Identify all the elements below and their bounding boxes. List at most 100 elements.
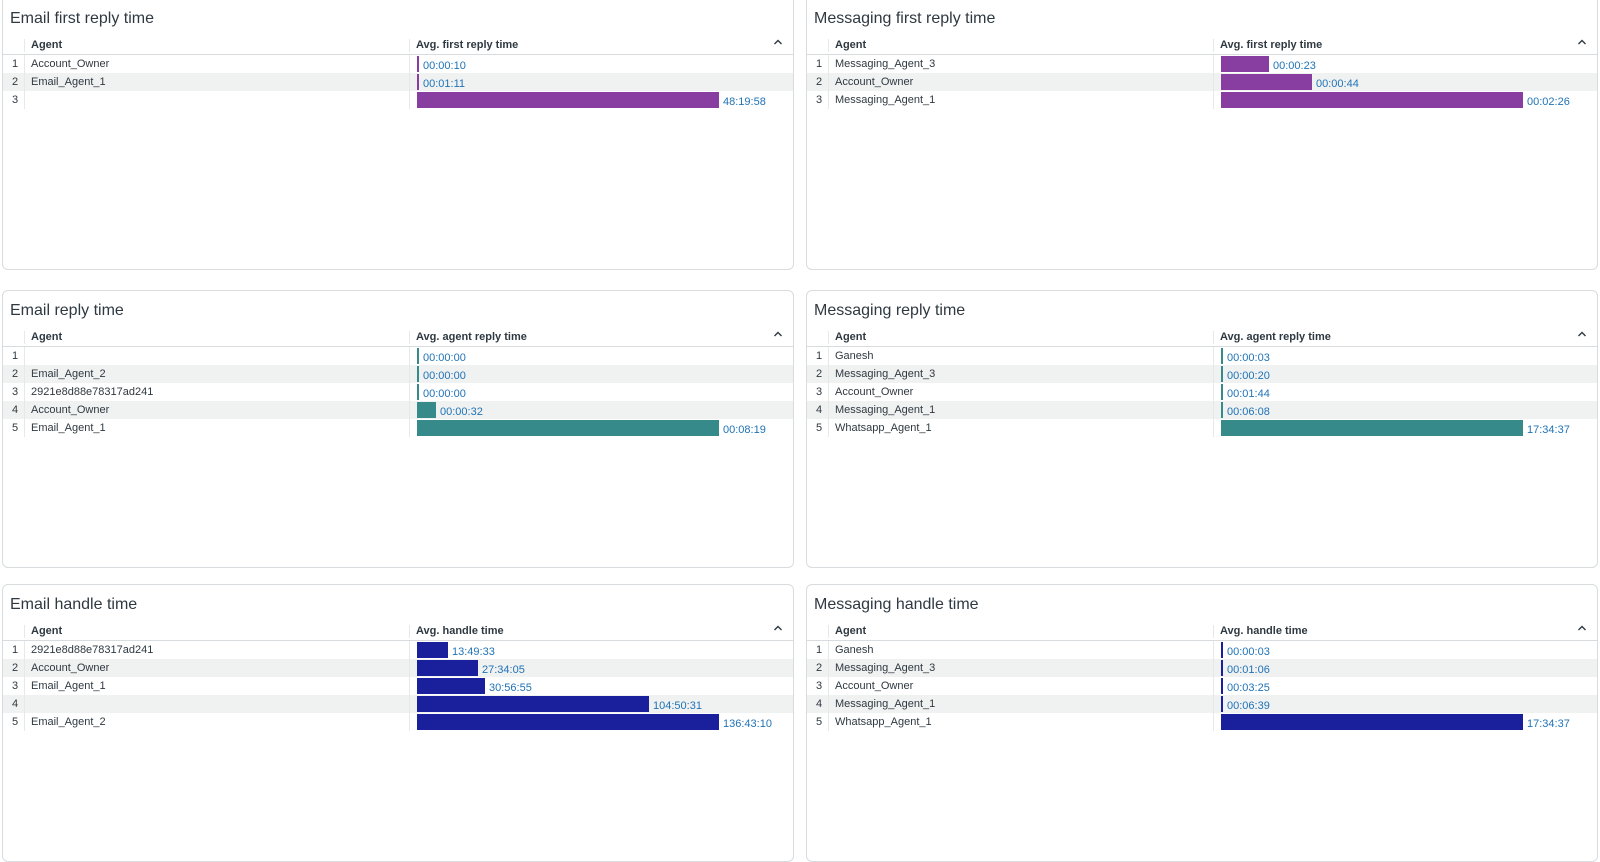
row-number: 5 (12, 716, 19, 728)
table-row[interactable]: 3 Email_Agent_1 30:56:55 (3, 677, 793, 695)
column-divider (1213, 383, 1214, 401)
column-divider (409, 677, 410, 695)
column-divider (409, 55, 410, 73)
agent-name: Email_Agent_2 (31, 368, 106, 380)
value-bar (1221, 92, 1523, 108)
table-row[interactable]: 2 Email_Agent_1 00:01:11 (3, 73, 793, 91)
value-label: 00:00:03 (1227, 352, 1270, 364)
table-row[interactable]: 2 Messaging_Agent_3 00:01:06 (807, 659, 1597, 677)
column-header-agent[interactable]: Agent (835, 39, 867, 51)
column-header-agent[interactable]: Agent (31, 331, 63, 343)
table-row[interactable]: 4 Account_Owner 00:00:32 (3, 401, 793, 419)
agent-name: Ganesh (835, 644, 874, 656)
table-row[interactable]: 5 Whatsapp_Agent_1 17:34:37 (807, 419, 1597, 437)
value-label: 104:50:31 (653, 700, 702, 712)
value-bar (1221, 642, 1223, 658)
table-header: Agent Avg. handle time (807, 623, 1597, 641)
value-bar (1221, 696, 1223, 712)
chevron-up-icon[interactable] (1577, 37, 1587, 50)
column-header-agent[interactable]: Agent (31, 39, 63, 51)
table-row[interactable]: 5 Email_Agent_2 136:43:10 (3, 713, 793, 731)
column-divider (828, 365, 829, 383)
column-divider (409, 73, 410, 91)
column-header-agent[interactable]: Agent (835, 331, 867, 343)
table-row[interactable]: 4 Messaging_Agent_1 00:06:39 (807, 695, 1597, 713)
column-header-agent[interactable]: Agent (835, 625, 867, 637)
table-row[interactable]: 5 Whatsapp_Agent_1 17:34:37 (807, 713, 1597, 731)
row-number: 3 (12, 680, 19, 692)
panel-title: Messaging handle time (814, 596, 979, 613)
column-divider (828, 713, 829, 731)
column-divider (409, 419, 410, 437)
value-bar (417, 660, 478, 676)
table-row[interactable]: 2 Email_Agent_2 00:00:00 (3, 365, 793, 383)
row-number: 5 (816, 422, 823, 434)
table-row[interactable]: 1 Account_Owner 00:00:10 (3, 55, 793, 73)
column-header-metric[interactable]: Avg. agent reply time (416, 331, 527, 343)
column-divider (409, 39, 410, 52)
messaging-reply-panel: Messaging reply time Agent Avg. agent re… (806, 290, 1598, 568)
value-label: 00:00:23 (1273, 60, 1316, 72)
value-label: 30:56:55 (489, 682, 532, 694)
chevron-up-icon[interactable] (773, 623, 783, 636)
table-row[interactable]: 3 Account_Owner 00:03:25 (807, 677, 1597, 695)
agent-name: Account_Owner (31, 58, 110, 70)
table-row[interactable]: 2 Account_Owner 27:34:05 (3, 659, 793, 677)
row-number: 4 (12, 404, 19, 416)
agent-name: 2921e8d88e78317ad241 (31, 644, 154, 656)
column-divider (828, 419, 829, 437)
column-divider (828, 55, 829, 73)
agent-name: Messaging_Agent_1 (835, 698, 936, 710)
column-divider (1213, 73, 1214, 91)
row-number: 1 (816, 58, 823, 70)
table-row[interactable]: 4 104:50:31 (3, 695, 793, 713)
column-divider (828, 641, 829, 659)
row-number: 4 (816, 404, 823, 416)
column-header-agent[interactable]: Agent (31, 625, 63, 637)
row-number: 1 (12, 644, 19, 656)
agent-table: Agent Avg. first reply time 1 Account_Ow… (3, 37, 793, 109)
row-number: 1 (12, 350, 19, 362)
row-number: 3 (816, 386, 823, 398)
value-bar (417, 56, 419, 72)
column-divider (828, 659, 829, 677)
value-label: 136:43:10 (723, 718, 772, 730)
agent-name: Messaging_Agent_3 (835, 662, 936, 674)
chevron-up-icon[interactable] (1577, 329, 1587, 342)
column-divider (828, 625, 829, 638)
column-divider (828, 695, 829, 713)
table-row[interactable]: 1 Messaging_Agent_3 00:00:23 (807, 55, 1597, 73)
table-header: Agent Avg. first reply time (3, 37, 793, 55)
table-row[interactable]: 1 00:00:00 (3, 347, 793, 365)
table-row[interactable]: 3 Messaging_Agent_1 00:02:26 (807, 91, 1597, 109)
table-row[interactable]: 3 2921e8d88e78317ad241 00:00:00 (3, 383, 793, 401)
table-row[interactable]: 1 2921e8d88e78317ad241 13:49:33 (3, 641, 793, 659)
panel-title: Messaging first reply time (814, 10, 996, 27)
table-row[interactable]: 1 Ganesh 00:00:03 (807, 347, 1597, 365)
value-label: 00:03:25 (1227, 682, 1270, 694)
table-row[interactable]: 4 Messaging_Agent_1 00:06:08 (807, 401, 1597, 419)
column-header-metric[interactable]: Avg. first reply time (1220, 39, 1323, 51)
agent-table: Agent Avg. handle time 1 Ganesh 00:00:03… (807, 623, 1597, 731)
chevron-up-icon[interactable] (1577, 623, 1587, 636)
column-header-metric[interactable]: Avg. handle time (1220, 625, 1308, 637)
column-header-metric[interactable]: Avg. handle time (416, 625, 504, 637)
column-divider (409, 347, 410, 365)
table-row[interactable]: 3 Account_Owner 00:01:44 (807, 383, 1597, 401)
column-divider (828, 91, 829, 109)
table-row[interactable]: 2 Messaging_Agent_3 00:00:20 (807, 365, 1597, 383)
email-handle-panel: Email handle time Agent Avg. handle time… (2, 584, 794, 862)
value-bar (417, 384, 419, 400)
chevron-up-icon[interactable] (773, 329, 783, 342)
agent-name: Ganesh (835, 350, 874, 362)
column-divider (24, 91, 25, 109)
table-row[interactable]: 2 Account_Owner 00:00:44 (807, 73, 1597, 91)
chevron-up-icon[interactable] (773, 37, 783, 50)
column-header-metric[interactable]: Avg. agent reply time (1220, 331, 1331, 343)
value-bar (1221, 348, 1223, 364)
table-row[interactable]: 3 48:19:58 (3, 91, 793, 109)
table-row[interactable]: 1 Ganesh 00:00:03 (807, 641, 1597, 659)
column-header-metric[interactable]: Avg. first reply time (416, 39, 519, 51)
table-row[interactable]: 5 Email_Agent_1 00:08:19 (3, 419, 793, 437)
value-label: 13:49:33 (452, 646, 495, 658)
